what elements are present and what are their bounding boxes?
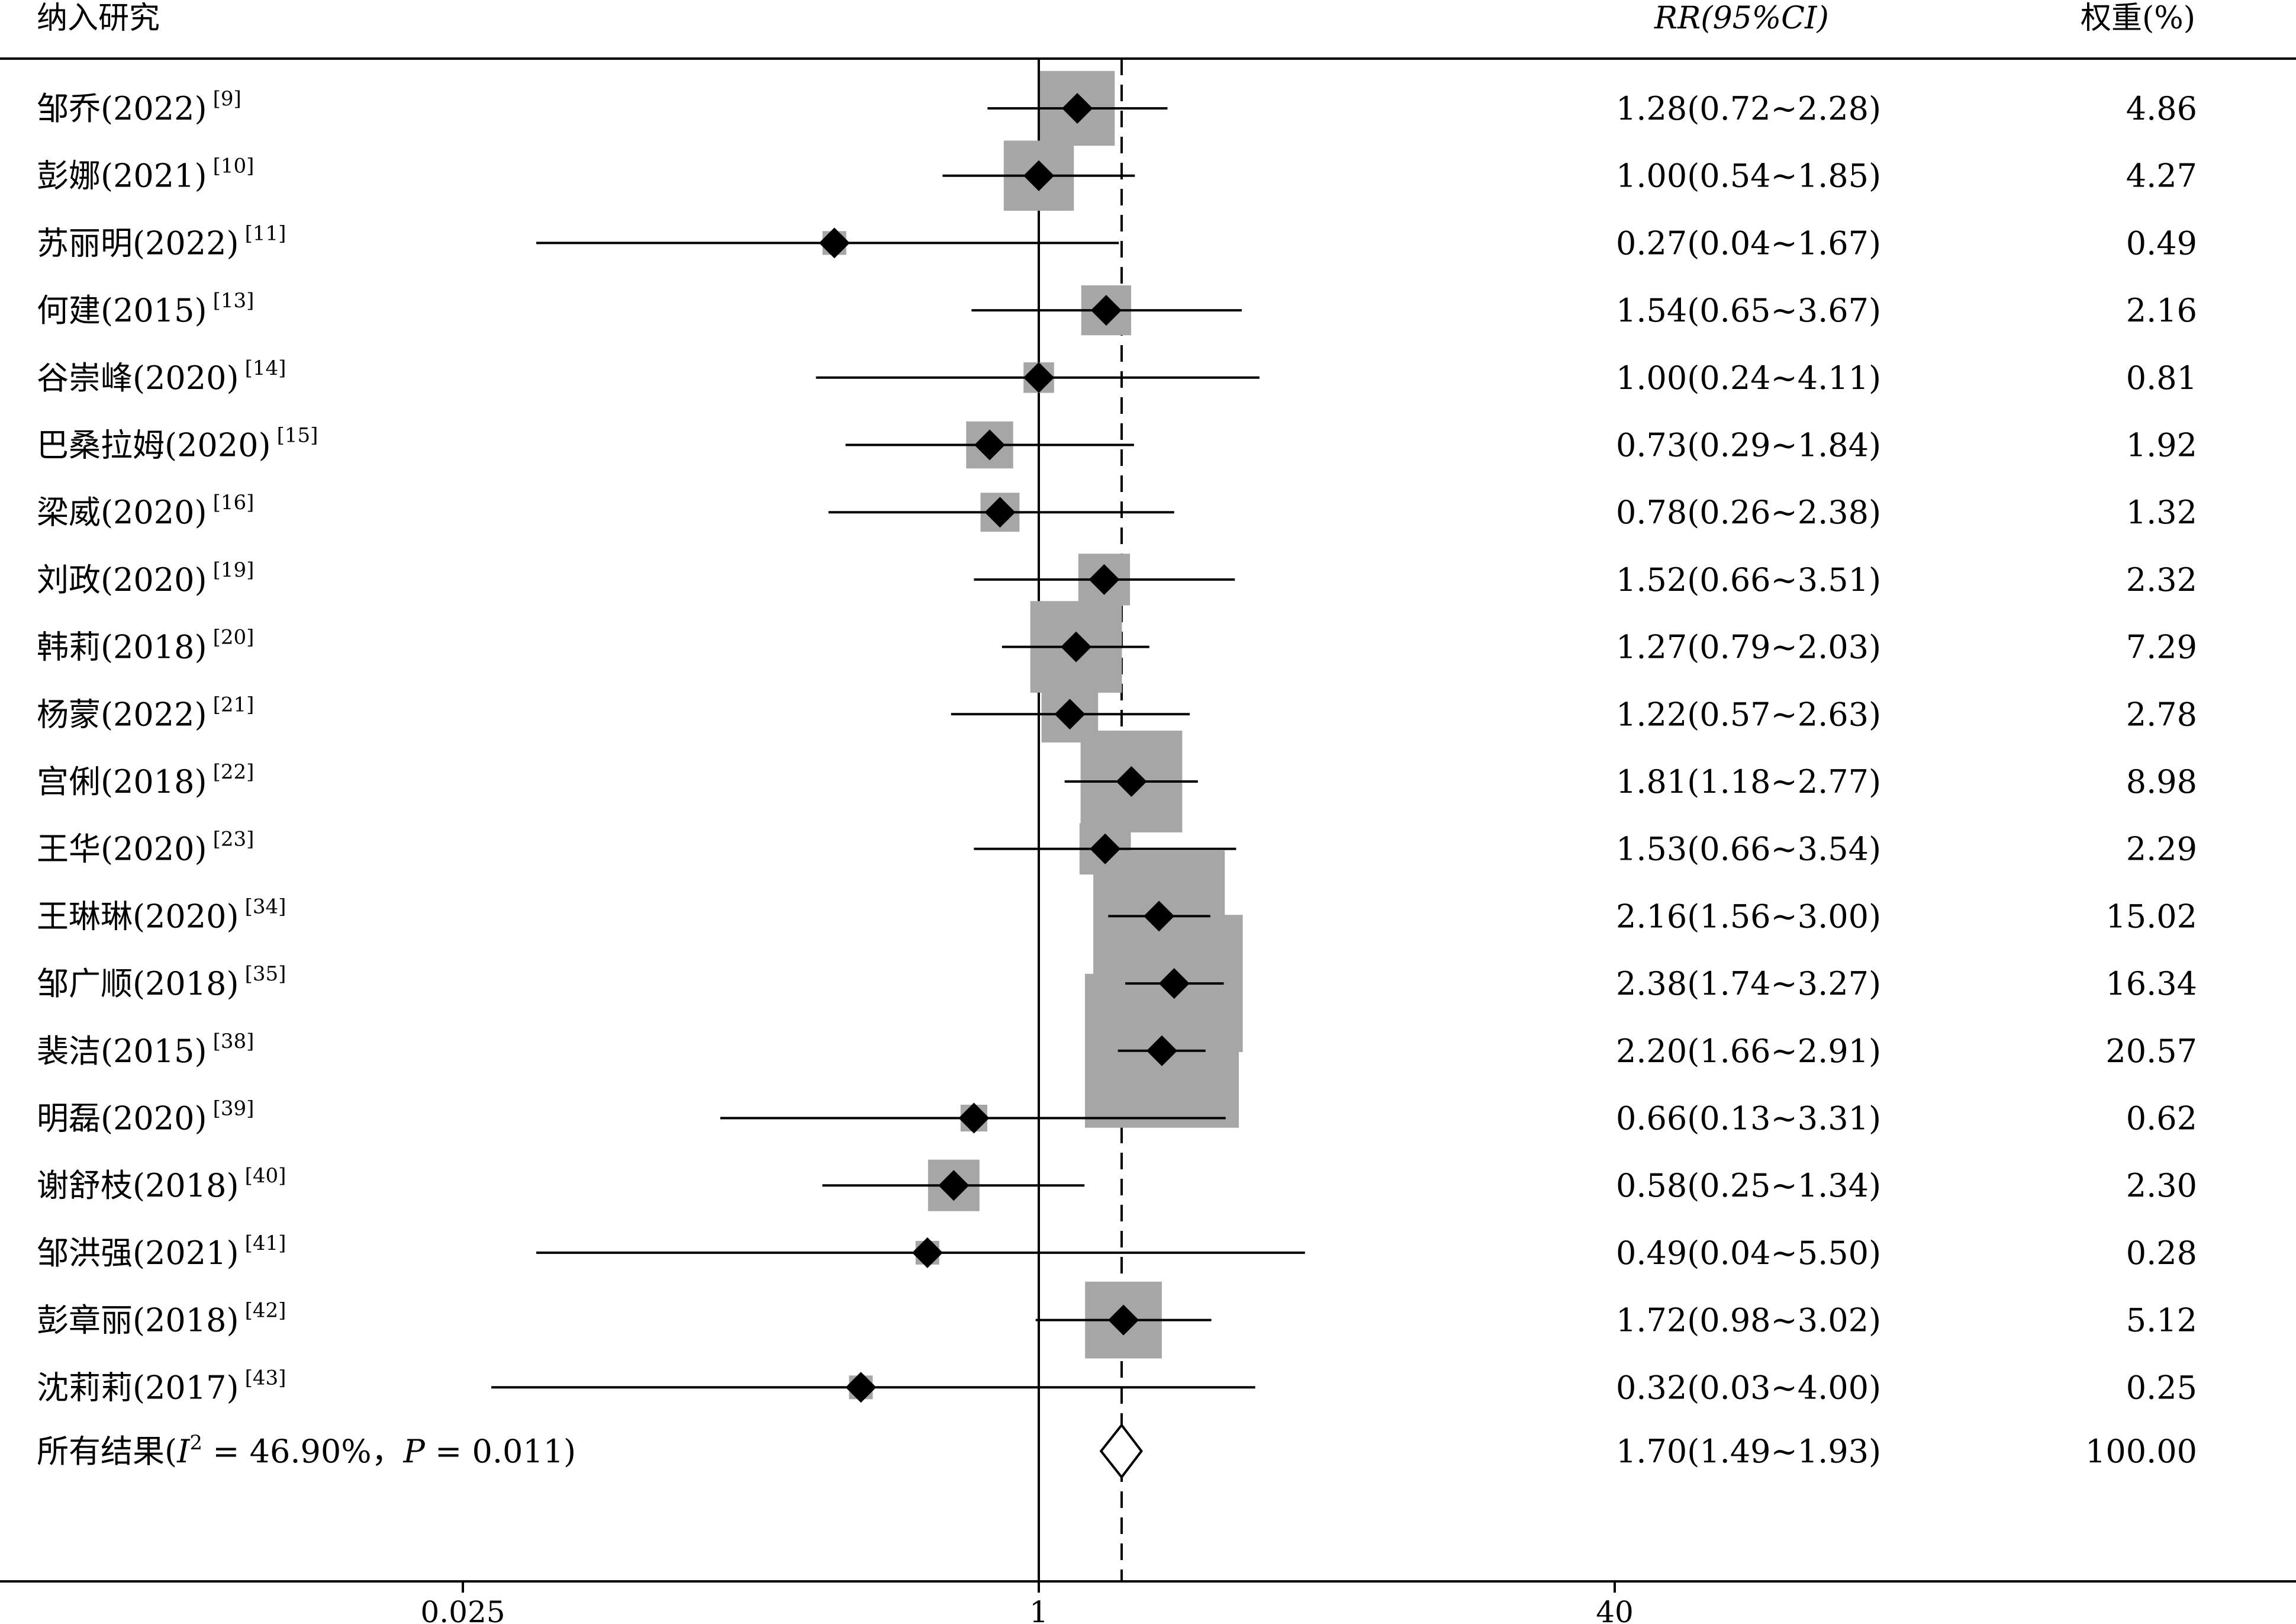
study-label: 谷崇峰(2020) [14]	[37, 356, 286, 397]
study-rr-text: 1.00(0.24~4.11)	[1616, 359, 1881, 397]
study-rr-text: 0.66(0.13~3.31)	[1616, 1100, 1881, 1137]
study-rr-text: 1.72(0.98~3.02)	[1616, 1302, 1881, 1339]
x-axis-ticks: 0.025 1 40	[420, 1581, 1634, 1624]
study-rr-text: 1.54(0.65~3.67)	[1616, 292, 1881, 329]
study-weight-text: 2.29	[2126, 831, 2197, 868]
study-rr-text: 2.20(1.66~2.91)	[1616, 1033, 1881, 1070]
study-rr-text: 1.00(0.54~1.85)	[1616, 157, 1881, 195]
header-effect: RR(95%CI)	[1654, 1, 1829, 36]
study-label: 何建(2015) [13]	[37, 289, 254, 329]
point-estimate	[958, 1102, 990, 1134]
point-estimate	[1023, 362, 1054, 393]
study-points	[819, 93, 1190, 1403]
study-label: 邹广顺(2018) [35]	[37, 962, 286, 1002]
study-weight-text: 20.57	[2105, 1033, 2197, 1070]
study-weight-text: 8.98	[2126, 763, 2197, 800]
study-weight-text: 7.29	[2126, 629, 2197, 666]
x-tick-label: 1	[1029, 1595, 1048, 1624]
study-label: 宫俐(2018) [22]	[37, 760, 254, 800]
x-tick-label: 40	[1596, 1595, 1634, 1624]
study-weight-text: 0.81	[2126, 359, 2197, 397]
study-rr-text: 0.49(0.04~5.50)	[1616, 1234, 1881, 1272]
study-label: 杨蒙(2022) [21]	[37, 693, 254, 733]
point-estimate	[938, 1170, 970, 1201]
study-label: 韩莉(2018) [20]	[37, 626, 254, 666]
point-estimate	[1158, 968, 1190, 999]
overall-weight-text: 100.00	[2085, 1433, 2197, 1470]
point-estimate	[1061, 631, 1092, 663]
study-weight-text: 2.16	[2126, 292, 2197, 329]
study-rr-text: 0.78(0.26~2.38)	[1616, 494, 1881, 531]
study-label: 明磊(2020) [39]	[37, 1097, 254, 1137]
study-weight-text: 0.25	[2126, 1369, 2197, 1406]
study-rr-text: 1.22(0.57~2.63)	[1616, 696, 1881, 733]
study-label: 王华(2020) [23]	[37, 828, 254, 868]
study-weight-text: 5.12	[2126, 1302, 2197, 1339]
point-estimate	[1062, 93, 1093, 124]
point-estimate	[1144, 901, 1175, 932]
study-weight-text: 4.86	[2126, 90, 2197, 127]
study-label: 彭娜(2021) [10]	[37, 155, 254, 195]
study-weight-text: 1.92	[2126, 427, 2197, 464]
study-rr-text: 1.28(0.72~2.28)	[1616, 90, 1881, 127]
study-rr-text: 1.81(1.18~2.77)	[1616, 763, 1881, 800]
study-ci-lines	[491, 107, 1305, 1389]
point-estimate	[1108, 1304, 1139, 1336]
study-label: 沈莉莉(2017) [43]	[37, 1366, 286, 1406]
study-label: 刘政(2020) [19]	[37, 558, 254, 599]
point-estimate	[1146, 1035, 1177, 1066]
point-estimate	[984, 497, 1016, 528]
study-weight-text: 16.34	[2105, 965, 2197, 1002]
study-rr-text: 0.73(0.29~1.84)	[1616, 427, 1881, 464]
study-rr-text: 1.53(0.66~3.54)	[1616, 831, 1881, 868]
point-estimate	[1054, 699, 1086, 730]
study-label: 苏丽明(2022) [11]	[37, 221, 286, 262]
point-estimate	[819, 227, 850, 259]
point-estimate	[1090, 833, 1121, 864]
study-text: 邹乔(2022) [9] 1.28(0.72~2.28) 4.86 彭娜(2021) [1…	[37, 87, 2197, 1406]
point-estimate	[1116, 766, 1147, 797]
study-label: 王琳琳(2020) [34]	[37, 895, 286, 935]
study-rr-text: 2.38(1.74~3.27)	[1616, 965, 1881, 1002]
study-weight-text: 15.02	[2105, 898, 2197, 935]
study-weight-text: 0.62	[2126, 1100, 2197, 1137]
study-label: 彭章丽(2018) [42]	[37, 1299, 286, 1339]
point-estimate	[974, 429, 1005, 461]
study-weight-text: 1.32	[2126, 494, 2197, 531]
overall-row: 所有结果(I2 = 46.90%，P = 0.011) 1.70(1.49~1.…	[37, 1423, 2197, 1480]
overall-rr-text: 1.70(1.49~1.93)	[1616, 1433, 1881, 1470]
point-estimate	[845, 1372, 877, 1403]
x-tick-label: 0.025	[420, 1595, 505, 1624]
study-weight-text: 2.78	[2126, 696, 2197, 733]
study-boxes	[822, 70, 1243, 1400]
study-weight-text: 2.32	[2126, 561, 2197, 599]
point-estimate	[1023, 160, 1054, 191]
study-rr-text: 1.52(0.66~3.51)	[1616, 561, 1881, 599]
header-weight: 权重(%)	[2081, 1, 2195, 36]
study-rr-text: 0.27(0.04~1.67)	[1616, 224, 1881, 262]
study-rr-text: 1.27(0.79~2.03)	[1616, 629, 1881, 666]
study-label: 梁威(2020) [16]	[37, 491, 254, 531]
study-weight-text: 2.30	[2126, 1167, 2197, 1204]
study-rr-text: 0.58(0.25~1.34)	[1616, 1167, 1881, 1204]
header-study: 纳入研究	[37, 1, 160, 36]
overall-label: 所有结果(I2 = 46.90%，P = 0.011)	[37, 1431, 576, 1470]
study-label: 邹乔(2022) [9]	[37, 87, 241, 127]
study-label: 谢舒枝(2018) [40]	[37, 1164, 286, 1204]
overall-diamond	[1099, 1423, 1143, 1480]
study-weight-text: 0.28	[2126, 1234, 2197, 1272]
study-label: 邹洪强(2021) [41]	[37, 1231, 286, 1272]
study-label: 裴洁(2015) [38]	[37, 1030, 254, 1070]
point-estimate	[912, 1237, 943, 1268]
study-rr-text: 0.32(0.03~4.00)	[1616, 1369, 1881, 1406]
study-rr-text: 2.16(1.56~3.00)	[1616, 898, 1881, 935]
study-weight-text: 4.27	[2126, 157, 2197, 195]
study-label: 巴桑拉姆(2020) [15]	[37, 424, 318, 464]
point-estimate	[1089, 564, 1120, 595]
point-estimate	[1090, 295, 1122, 326]
study-weight-text: 0.49	[2126, 224, 2197, 262]
